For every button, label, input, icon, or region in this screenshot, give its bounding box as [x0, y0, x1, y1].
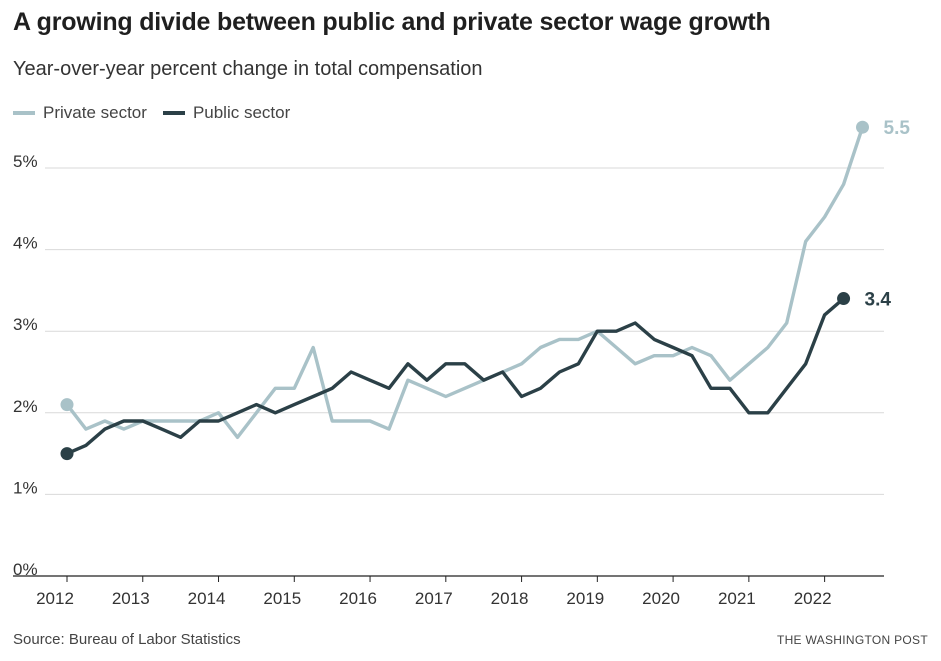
x-tick-label: 2020: [642, 589, 680, 608]
x-tick-label: 2019: [566, 589, 604, 608]
series-line-public: [65, 296, 846, 456]
y-axis-ticks: 0% 1% 2% 3% 4% 5%: [13, 152, 38, 579]
x-tick-label: 2021: [718, 589, 756, 608]
publisher-credit: THE WASHINGTON POST: [776, 633, 928, 647]
legend-label-private: Private sector: [43, 103, 147, 122]
gridlines: [45, 167, 884, 495]
series-lines: [65, 125, 865, 456]
y-tick-label: 3%: [13, 315, 38, 334]
legend: Private sector Public sector: [13, 103, 306, 123]
x-tick-label: 2013: [112, 589, 150, 608]
legend-swatch-private: [13, 111, 35, 115]
y-tick-label: 4%: [13, 234, 38, 253]
end-point-private: [856, 120, 869, 134]
series-line-private: [65, 125, 865, 439]
x-axis: 2012 2013 2014 2015 2016 2017 2018 2019 2020 2021…: [13, 575, 884, 608]
y-tick-label: 5%: [13, 152, 38, 171]
start-point-public: [60, 447, 74, 461]
end-label-private: 5.5: [884, 118, 911, 139]
legend-item-public: Public sector: [162, 103, 291, 123]
y-tick-label: 1%: [13, 478, 38, 497]
end-label-public: 3.4: [865, 290, 892, 311]
chart-title: A growing divide between public and priv…: [13, 8, 771, 36]
y-tick-label: 0%: [13, 560, 38, 579]
legend-item-private: Private sector: [13, 103, 147, 123]
x-tick-label: 2015: [263, 589, 301, 608]
end-point-public: [837, 292, 851, 306]
x-tick-label: 2016: [339, 589, 377, 608]
legend-label-public: Public sector: [192, 103, 291, 122]
start-point-private: [60, 398, 74, 412]
x-tick-label: 2018: [491, 589, 529, 608]
chart-subtitle: Year-over-year percent change in total c…: [13, 58, 483, 80]
x-tick-label: 2017: [415, 589, 453, 608]
series-markers: 5.5 3.4: [60, 118, 911, 461]
legend-swatch-public: [162, 111, 185, 115]
source-note: Source: Bureau of Labor Statistics: [13, 631, 241, 648]
y-tick-label: 2%: [13, 397, 38, 416]
x-tick-label: 2012: [36, 589, 74, 608]
x-tick-label: 2014: [188, 589, 226, 608]
x-tick-label: 2022: [794, 589, 832, 608]
